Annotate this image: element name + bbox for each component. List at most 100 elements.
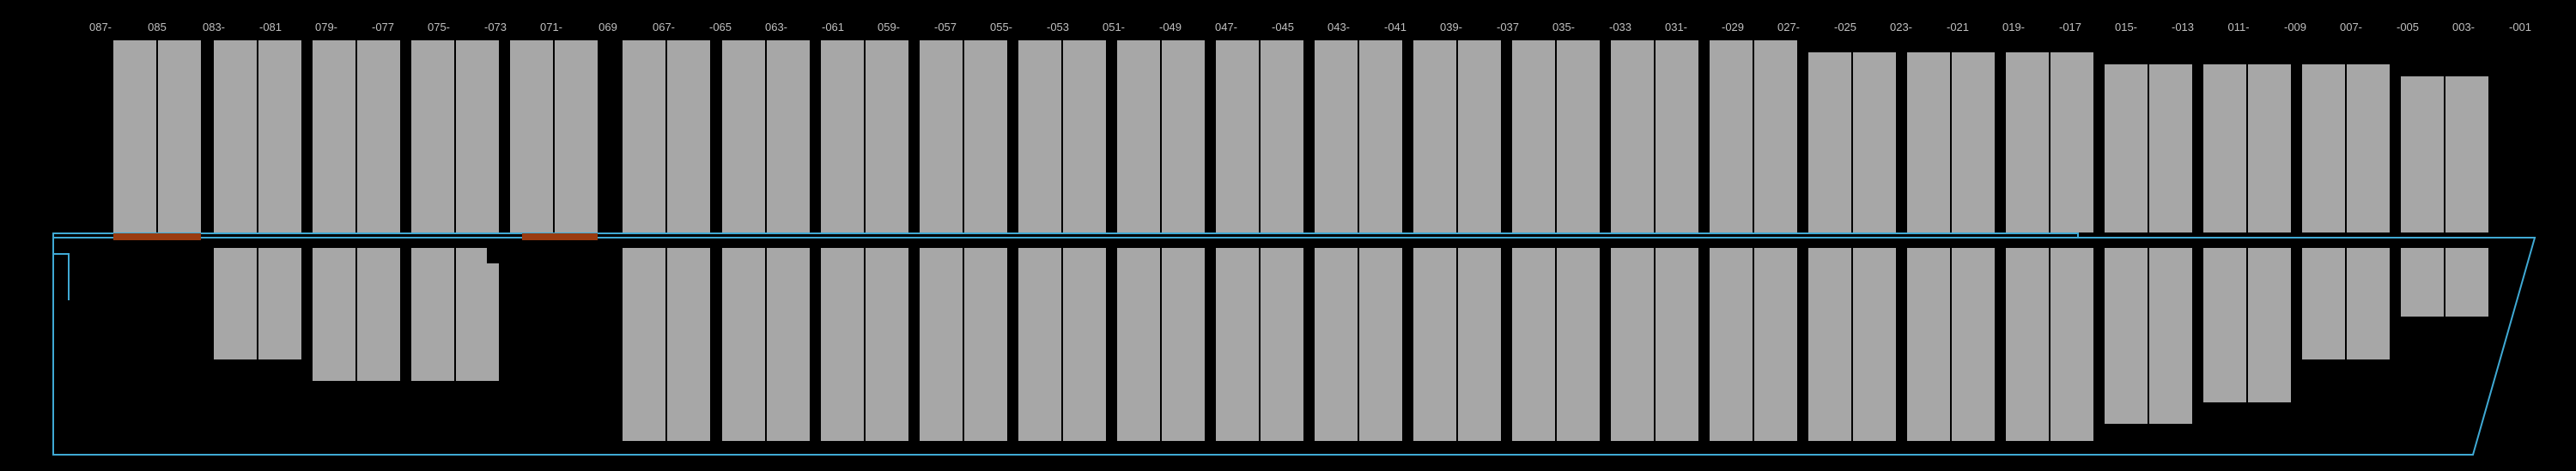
bay-slot-top-1[interactable] <box>214 40 301 232</box>
bay-slot-divider <box>1753 40 1754 232</box>
bay-slot-divider <box>2246 248 2248 402</box>
bay-slot-divider <box>156 40 158 232</box>
bay-slot-divider <box>864 40 866 232</box>
bay-slot-top-4[interactable] <box>510 40 598 232</box>
bay-slot-divider <box>2444 76 2445 232</box>
bay-slot-divider <box>1851 248 1853 441</box>
bay-slot-divider <box>2148 248 2149 424</box>
bay-slot-top-18[interactable] <box>1907 52 1995 232</box>
bay-slot-bottom-7[interactable] <box>1018 248 1106 441</box>
bay-slot-top-14[interactable] <box>1512 40 1600 232</box>
bay-slot-divider <box>765 40 767 232</box>
bay-slot-bottom-12[interactable] <box>1512 248 1600 441</box>
bay-slot-divider <box>454 248 456 381</box>
bay-label: 051- <box>1103 21 1125 33</box>
bay-slot-bottom-3[interactable] <box>623 248 710 441</box>
bay-label: -001 <box>2509 21 2531 33</box>
bay-slot-bottom-9[interactable] <box>1216 248 1303 441</box>
bay-slot-top-10[interactable] <box>1117 40 1205 232</box>
bay-slot-bottom-2[interactable] <box>411 248 499 381</box>
bay-slot-divider <box>355 40 357 232</box>
bay-slot-divider <box>1654 248 1656 441</box>
bay-label: 083- <box>203 21 225 33</box>
bay-slot-top-3[interactable] <box>411 40 499 232</box>
bay-slot-top-7[interactable] <box>821 40 908 232</box>
bay-label: -041 <box>1384 21 1406 33</box>
bay-slot-bottom-18[interactable] <box>2105 248 2192 424</box>
bay-slot-bottom-20[interactable] <box>2302 248 2390 359</box>
bay-slot-top-0[interactable] <box>113 40 201 232</box>
bay-label: -013 <box>2172 21 2194 33</box>
bay-slot-bottom-21[interactable] <box>2401 248 2488 317</box>
bay-slot-bottom-11[interactable] <box>1413 248 1501 441</box>
bay-label: -081 <box>259 21 282 33</box>
bay-slot-top-16[interactable] <box>1710 40 1797 232</box>
bay-label: -077 <box>372 21 394 33</box>
bay-slot-divider <box>1456 40 1458 232</box>
bay-slot-bottom-0[interactable] <box>214 248 301 359</box>
bay-label: 039- <box>1440 21 1462 33</box>
bay-slot-divider <box>765 248 767 441</box>
bay-slot-top-19[interactable] <box>2006 52 2093 232</box>
bay-slot-bottom-16[interactable] <box>1907 248 1995 441</box>
bay-slot-divider <box>2444 248 2445 317</box>
bay-slot-top-23[interactable] <box>2401 76 2488 232</box>
bay-label: 075- <box>428 21 450 33</box>
bay-slot-bottom-17[interactable] <box>2006 248 2093 441</box>
bay-slot-bottom-1[interactable] <box>313 248 400 381</box>
bay-slot-divider <box>2049 248 2050 441</box>
bay-slot-bottom-4[interactable] <box>722 248 810 441</box>
bay-slot-divider <box>1061 248 1063 441</box>
bay-label: -073 <box>484 21 507 33</box>
bay-label: 011- <box>2227 21 2249 33</box>
bay-label: 047- <box>1215 21 1237 33</box>
bay-slot-divider <box>2345 248 2347 359</box>
bay-slot-divider <box>1358 40 1359 232</box>
bay-slot-top-17[interactable] <box>1808 52 1896 232</box>
bay-slot-divider <box>2246 64 2248 232</box>
bay-slot-divider <box>1950 52 1952 232</box>
bay-slot-divider <box>864 248 866 441</box>
bay-slot-divider <box>454 40 456 232</box>
bay-slot-divider <box>1358 248 1359 441</box>
bay-slot-bottom-6[interactable] <box>920 248 1007 441</box>
bay-slot-top-2[interactable] <box>313 40 400 232</box>
bay-slot-bottom-14[interactable] <box>1710 248 1797 441</box>
bay-label: 019- <box>2002 21 2025 33</box>
bay-label: 031- <box>1665 21 1687 33</box>
bay-slot-top-21[interactable] <box>2203 64 2291 232</box>
bay-slot-top-5[interactable] <box>623 40 710 232</box>
bay-label: 085 <box>148 21 167 33</box>
bay-label: 015- <box>2115 21 2137 33</box>
bay-slot-top-20[interactable] <box>2105 64 2192 232</box>
bay-slot-top-12[interactable] <box>1315 40 1402 232</box>
bay-slot-top-6[interactable] <box>722 40 810 232</box>
bay-label: 067- <box>653 21 675 33</box>
bay-slot-divider <box>355 248 357 381</box>
bay-slot-divider <box>1851 52 1853 232</box>
bay-label: -005 <box>2397 21 2419 33</box>
bay-slot-bottom-5[interactable] <box>821 248 908 441</box>
bay-slot-bottom-19[interactable] <box>2203 248 2291 402</box>
bay-slot-divider <box>665 40 667 232</box>
bay-slot-top-22[interactable] <box>2302 64 2390 232</box>
deck-accent-strip <box>113 233 201 240</box>
bay-slot-bottom-13[interactable] <box>1611 248 1698 441</box>
bay-label: 055- <box>990 21 1012 33</box>
deck-accent-strip <box>522 233 598 240</box>
bay-slot-divider <box>1456 248 1458 441</box>
bay-slot-top-11[interactable] <box>1216 40 1303 232</box>
bay-slot-divider <box>2345 64 2347 232</box>
bay-slot-top-9[interactable] <box>1018 40 1106 232</box>
bay-slot-top-8[interactable] <box>920 40 1007 232</box>
bay-notch <box>487 248 499 263</box>
bay-slot-top-15[interactable] <box>1611 40 1698 232</box>
bay-slot-bottom-10[interactable] <box>1315 248 1402 441</box>
bay-slot-bottom-8[interactable] <box>1117 248 1205 441</box>
bay-slot-divider <box>1160 248 1162 441</box>
bay-slot-divider <box>963 40 964 232</box>
bay-label: -049 <box>1159 21 1182 33</box>
bay-slot-divider <box>1555 40 1557 232</box>
bay-slot-bottom-15[interactable] <box>1808 248 1896 441</box>
bay-slot-top-13[interactable] <box>1413 40 1501 232</box>
